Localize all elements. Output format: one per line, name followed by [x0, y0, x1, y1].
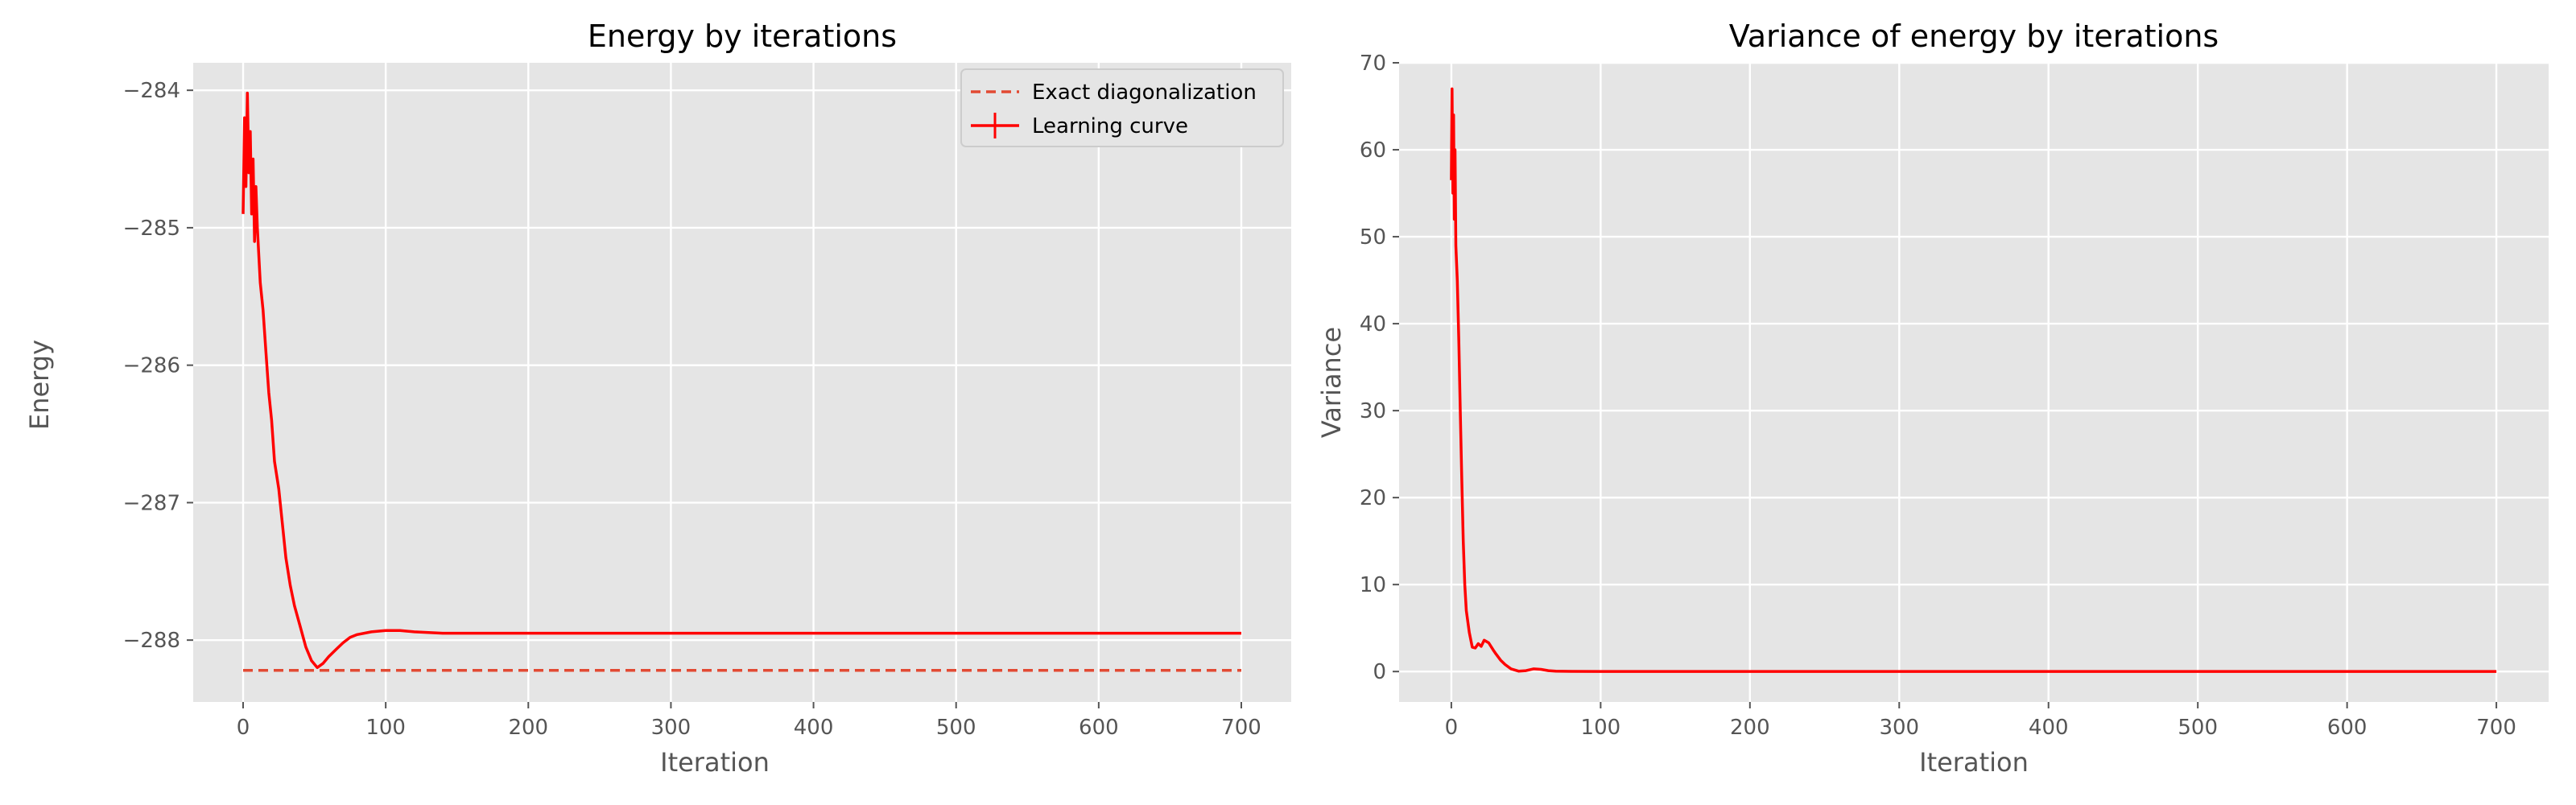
- energy-x-tick-label: 0: [237, 716, 250, 740]
- energy-chart: 0 100 200 300 400 500 600 700 −288 −287 −286 −285 −2…: [24, 19, 1291, 778]
- variance-x-tick-label: 300: [1879, 716, 1919, 740]
- energy-y-axis-label: Energy: [24, 340, 55, 430]
- variance-x-tick-label: 400: [2029, 716, 2069, 740]
- variance-y-tick-label: 0: [1373, 660, 1386, 684]
- energy-series-learning-curve: [242, 91, 1241, 670]
- variance-x-tick-label: 700: [2476, 716, 2516, 740]
- variance-y-tick-label: 30: [1360, 399, 1386, 423]
- variance-x-axis-label: Iteration: [1919, 747, 2029, 778]
- variance-y-tick-label: 40: [1360, 312, 1386, 336]
- energy-ticks: 0 100 200 300 400 500 600 700 −288 −287 −286 −285 −2…: [123, 79, 1261, 740]
- variance-y-tick-label: 10: [1360, 573, 1386, 597]
- energy-chart-title: Energy by iterations: [588, 19, 897, 54]
- variance-chart: 0 100 200 300 400 500 600 700 0 10 20 30 40 50 60 70 Va…: [1316, 19, 2549, 778]
- energy-series: [242, 91, 1241, 672]
- variance-x-tick-label: 500: [2178, 716, 2218, 740]
- variance-y-tick-label: 50: [1360, 225, 1386, 250]
- energy-y-tick-label: −287: [123, 491, 180, 515]
- energy-x-axis-label: Iteration: [660, 747, 770, 778]
- variance-chart-title: Variance of energy by iterations: [1729, 19, 2219, 54]
- variance-grid: [1399, 61, 2549, 702]
- variance-series-variance: [1450, 87, 2497, 673]
- variance-plot-area: [1399, 63, 2549, 702]
- energy-x-tick-label: 400: [794, 716, 834, 740]
- energy-plot-area: [193, 63, 1291, 702]
- energy-legend: Exact diagonalization Learning curve: [960, 68, 1284, 147]
- energy-x-tick-label: 700: [1221, 716, 1261, 740]
- energy-x-tick-label: 100: [365, 716, 406, 740]
- legend-learning-curve-label: Learning curve: [1032, 114, 1188, 138]
- variance-x-tick-label: 0: [1445, 716, 1459, 740]
- energy-x-tick-label: 200: [508, 716, 548, 740]
- energy-x-tick-label: 500: [936, 716, 976, 740]
- variance-y-axis-label: Variance: [1316, 327, 1347, 438]
- legend-box: [960, 68, 1284, 147]
- variance-y-tick-label: 60: [1360, 138, 1386, 163]
- variance-series: [1450, 87, 2497, 673]
- energy-y-tick-label: −285: [123, 217, 180, 241]
- energy-y-tick-label: −286: [123, 354, 180, 378]
- energy-x-tick-label: 600: [1079, 716, 1119, 740]
- variance-x-tick-label: 600: [2327, 716, 2368, 740]
- variance-y-tick-label: 20: [1360, 486, 1386, 510]
- energy-x-tick-label: 300: [651, 716, 691, 740]
- energy-y-tick-label: −288: [123, 629, 180, 653]
- variance-x-tick-label: 200: [1730, 716, 1770, 740]
- variance-x-tick-label: 100: [1581, 716, 1621, 740]
- variance-ticks: 0 100 200 300 400 500 600 700 0 10 20 30 40 50 60 70: [1360, 52, 2516, 740]
- energy-y-tick-label: −284: [123, 79, 180, 103]
- legend-exact-diagonalization-label: Exact diagonalization: [1032, 80, 1257, 105]
- variance-y-tick-label: 70: [1360, 52, 1386, 76]
